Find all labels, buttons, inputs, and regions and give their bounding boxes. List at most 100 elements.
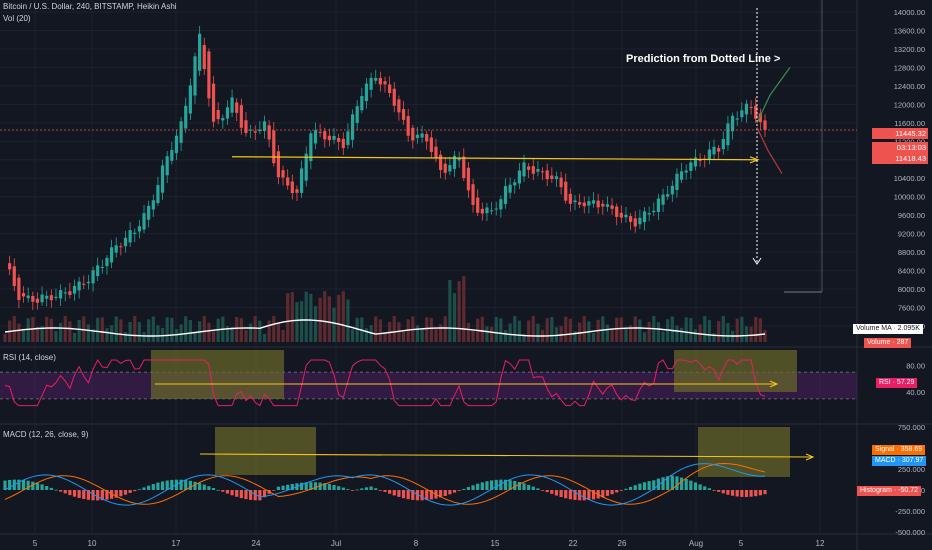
- volume-legend[interactable]: Vol (20): [3, 14, 31, 23]
- candle-body: [638, 217, 642, 225]
- volume-bar: [364, 328, 369, 342]
- macd-histogram-bar: [652, 480, 656, 490]
- macd-histogram-bar: [698, 484, 702, 490]
- volume-bar: [128, 321, 132, 342]
- candle-body: [587, 201, 591, 206]
- histogram-tag-value: -50.72: [898, 487, 919, 494]
- volume-bar: [323, 291, 327, 342]
- volume-bar: [45, 316, 49, 342]
- volume-bar: [230, 327, 234, 342]
- macd-histogram-bar: [564, 490, 568, 499]
- macd-histogram-bar: [411, 490, 415, 500]
- macd-histogram-bar: [383, 490, 387, 492]
- volume-bar: [647, 321, 651, 342]
- macd-histogram-bar: [249, 490, 253, 500]
- volume-bar: [142, 331, 146, 342]
- candle-body: [128, 230, 132, 243]
- volume-bar: [564, 316, 568, 342]
- volume-bar: [156, 325, 160, 342]
- macd-legend[interactable]: MACD (12, 26, close, 9): [3, 430, 89, 439]
- price-tick-label: 7600.00: [898, 304, 925, 313]
- volume-bar: [276, 323, 281, 342]
- volume-bar: [12, 316, 16, 342]
- macd-histogram-bar: [536, 488, 540, 490]
- candle-body: [174, 135, 179, 154]
- candle-body: [142, 213, 146, 230]
- volume-bar: [397, 322, 401, 342]
- macd-histogram-bar: [712, 490, 716, 491]
- volume-bar: [174, 329, 179, 342]
- countdown-tag: 03:13:03: [872, 142, 928, 153]
- signal-tag: Signal · 358.69: [872, 445, 926, 455]
- volume-bar: [54, 331, 58, 342]
- volume-bar: [707, 320, 711, 342]
- macd-tag: MACD · 307.97: [872, 456, 927, 466]
- candle-body: [670, 185, 674, 195]
- macd-histogram-bar: [86, 490, 91, 500]
- volume-bar: [633, 316, 637, 342]
- macd-histogram-bar: [188, 480, 192, 490]
- candle-body: [327, 135, 331, 141]
- volume-bar: [717, 321, 721, 342]
- rsi-tag: RSI · 57.29: [876, 378, 918, 388]
- volume-bar: [59, 322, 63, 342]
- macd-histogram-bar: [225, 490, 230, 494]
- macd-histogram-bar: [619, 490, 623, 491]
- candle-body: [239, 105, 243, 128]
- time-tick-label: 15: [491, 539, 500, 548]
- volume-bar: [341, 291, 345, 342]
- macd-histogram-bar: [323, 483, 327, 490]
- volume-bar: [420, 327, 424, 342]
- rsi-highlight-box: [674, 350, 797, 392]
- macd-histogram-bar: [707, 488, 711, 490]
- symbol-legend[interactable]: Bitcoin / U.S. Dollar, 240, BITSTAMP, He…: [3, 2, 177, 11]
- volume-bar: [77, 319, 81, 342]
- macd-histogram-bar: [360, 488, 364, 490]
- volume-bar: [559, 326, 563, 342]
- candle-body: [165, 156, 169, 176]
- volume-bar: [554, 327, 559, 342]
- volume-bar: [350, 328, 355, 342]
- volume-bar: [615, 317, 619, 342]
- volume-bar: [485, 326, 489, 342]
- candle-body: [221, 117, 225, 121]
- volume-bar: [448, 280, 452, 342]
- candle-body: [286, 177, 290, 186]
- candle-body: [754, 105, 758, 119]
- candle-body: [517, 170, 521, 184]
- macd-histogram-bar: [392, 490, 396, 496]
- macd-histogram-bar: [661, 477, 665, 490]
- rsi-legend[interactable]: RSI (14, close): [3, 353, 56, 362]
- macd-histogram-bar: [123, 490, 128, 495]
- volume-bar: [119, 319, 123, 342]
- price-tick-label: 10400.00: [894, 174, 925, 183]
- macd-histogram-bar: [216, 489, 220, 491]
- macd-histogram-bar: [137, 489, 141, 491]
- candle-body: [17, 277, 21, 301]
- candle-body: [582, 202, 586, 207]
- volume-bar: [698, 324, 702, 342]
- volume-bar: [499, 318, 503, 342]
- volume-bar: [286, 293, 290, 342]
- volume-bar: [202, 316, 206, 342]
- macd-histogram-bar: [642, 482, 647, 490]
- volume-bar: [726, 322, 730, 342]
- price-tick-label: 14000.00: [894, 8, 925, 17]
- volume-bar: [211, 330, 216, 342]
- volume-bar: [573, 331, 577, 342]
- volume-bar: [313, 306, 318, 342]
- volume-bar: [160, 328, 165, 342]
- candle-body: [290, 181, 294, 194]
- candle-body: [763, 120, 767, 130]
- candle-body: [8, 263, 12, 270]
- candle-body: [462, 156, 466, 179]
- candle-body: [346, 131, 350, 145]
- prediction-down-path: [756, 127, 783, 174]
- macd-histogram-bar: [355, 489, 359, 491]
- time-tick-label: 12: [816, 539, 825, 548]
- macd-histogram-bar: [276, 486, 281, 490]
- macd-histogram-bar: [45, 486, 49, 490]
- candle-body: [564, 181, 568, 201]
- support-trend-line: [231, 156, 757, 161]
